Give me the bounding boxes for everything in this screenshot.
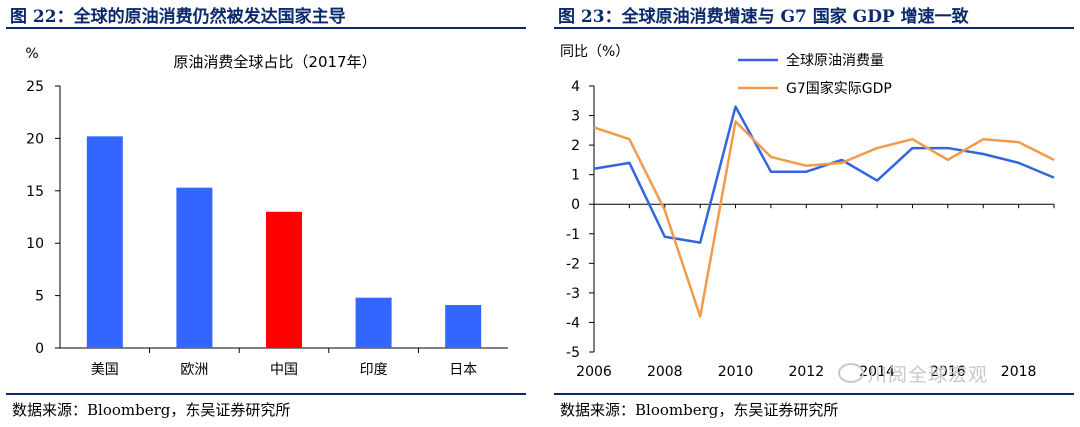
y-tick-label: 5 xyxy=(35,289,44,305)
y-tick-label: -4 xyxy=(566,315,580,331)
watermark: 川阅全球宏观 xyxy=(838,360,988,387)
x-category-label: 印度 xyxy=(360,362,388,378)
x-tick-label: 2014 xyxy=(859,364,895,380)
right-figure-title: 图 23：全球原油消费增速与 G7 国家 GDP 增速一致 xyxy=(558,7,969,27)
y-tick-label: 1 xyxy=(571,168,580,184)
y-tick-label: -5 xyxy=(566,345,580,361)
x-tick-label: 2006 xyxy=(576,364,612,380)
series-line-1 xyxy=(593,105,1055,244)
x-tick-label: 2012 xyxy=(788,364,824,380)
x-tick-label: 2010 xyxy=(718,364,754,380)
y-tick-label: 0 xyxy=(571,197,580,213)
x-category-label: 美国 xyxy=(91,362,119,378)
right-source-rule xyxy=(554,393,1074,395)
bar-5 xyxy=(445,305,482,348)
y-tick-label: -3 xyxy=(566,286,580,302)
left-figure-panel: 图 22：全球的原油消费仍然被发达国家主导 原油消费全球占比（2017年）% 0 5… xyxy=(0,0,532,427)
y-tick-label: -2 xyxy=(566,256,580,272)
bar-chart-title: 原油消费全球占比（2017年） xyxy=(173,53,376,71)
left-source-note: 数据来源：Bloomberg，东吴证券研究所 xyxy=(12,401,291,419)
x-category-label: 日本 xyxy=(449,362,477,378)
series-line-2 xyxy=(593,120,1055,318)
x-category-label: 中国 xyxy=(270,362,298,378)
y-tick-label: 3 xyxy=(571,109,580,125)
bar-chart: 原油消费全球占比（2017年）% 0 5 10 15 20 25 美国 欧洲 中国 印度 日本 xyxy=(25,46,508,378)
x-tick-label: 2016 xyxy=(930,364,966,380)
bar-3 xyxy=(266,211,302,348)
x-tick-label: 2018 xyxy=(1001,364,1037,380)
y-tick-label: 15 xyxy=(26,184,44,200)
legend-label-1: 全球原油消费量 xyxy=(786,52,884,69)
left-figure-title: 图 22：全球的原油消费仍然被发达国家主导 xyxy=(10,7,346,27)
right-figure-panel: 图 23：全球原油消费增速与 G7 国家 GDP 增速一致 同比（%） -5 -4 -… xyxy=(548,0,1080,427)
x-category-label: 欧洲 xyxy=(180,362,208,378)
y-tick-label: 4 xyxy=(571,79,580,95)
left-source-rule xyxy=(6,393,526,395)
line-chart: 同比（%） -5 -4 -3 -2 -1 0 1 2 3 4 2006 2008 2010 2012 2014… xyxy=(560,44,1055,380)
bar-2 xyxy=(176,187,213,348)
left-title-rule xyxy=(6,27,526,29)
y-axis-unit-label: % xyxy=(25,46,38,62)
watermark-text: 川阅全球宏观 xyxy=(868,364,989,386)
right-title-rule xyxy=(554,27,1074,29)
y-tick-label: 2 xyxy=(571,138,580,154)
right-source-note: 数据来源：Bloomberg，东吴证券研究所 xyxy=(560,401,839,419)
y-axis-label: 同比（%） xyxy=(560,44,629,60)
y-tick-label: 0 xyxy=(35,341,44,357)
y-tick-label: -1 xyxy=(566,227,580,243)
bar-4 xyxy=(355,297,392,348)
y-tick-label: 20 xyxy=(26,131,44,147)
y-tick-label: 25 xyxy=(26,79,44,95)
y-tick-label: 10 xyxy=(26,236,44,252)
wechat-icon xyxy=(838,363,864,383)
x-tick-label: 2008 xyxy=(647,364,683,380)
legend-label-2: G7国家实际GDP xyxy=(786,80,892,97)
bar-1 xyxy=(86,136,123,348)
